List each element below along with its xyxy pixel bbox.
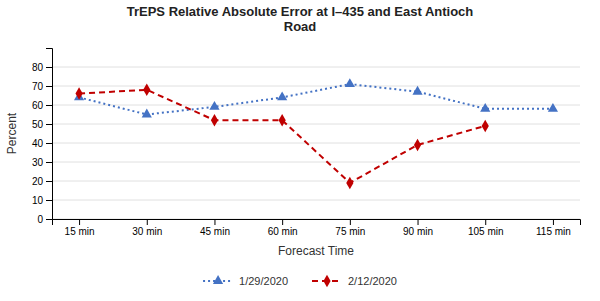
y-axis: 0 10 20 30 40 50 60 70 80: [32, 49, 53, 225]
x-tick: 30 min: [132, 219, 162, 237]
y-tick-mark: [46, 219, 52, 220]
chart: TrEPS Relative Absolute Error at I–435 a…: [0, 0, 600, 301]
x-tick-mark: [553, 219, 554, 225]
y-axis-line: [46, 49, 53, 220]
legend: 1/29/2020 2/12/2020: [203, 275, 397, 287]
x-tick-label: 30 min: [132, 226, 162, 237]
series-point: [412, 86, 422, 95]
x-tick-label: 115 min: [536, 226, 571, 237]
series-line: [79, 84, 553, 114]
x-tick: 115 min: [536, 219, 571, 237]
y-tick: 50: [32, 119, 52, 130]
y-tick-mark: [46, 105, 52, 106]
grid-line: [52, 162, 580, 163]
x-tick: 60 min: [268, 219, 298, 237]
y-tick-mark: [46, 67, 52, 68]
series-line: [79, 90, 485, 183]
grid-line: [52, 200, 580, 201]
title: TrEPS Relative Absolute Error at I–435 a…: [127, 4, 474, 34]
x-tick-label: 75 min: [335, 226, 365, 237]
series-point: [482, 120, 489, 132]
series-point: [75, 87, 82, 99]
legend-item: 2/12/2020: [312, 275, 397, 287]
x-tick-mark: [282, 219, 283, 225]
y-tick-mark: [46, 86, 52, 87]
y-tick: 0: [37, 214, 52, 225]
x-tick-label: 15 min: [65, 226, 95, 237]
y-tick-mark: [46, 162, 52, 163]
y-tick: 10: [32, 195, 52, 206]
y-tick-mark: [46, 200, 52, 201]
y-tick-label: 30: [32, 157, 44, 168]
grid-line: [52, 143, 580, 144]
y-tick-label: 0: [37, 214, 43, 225]
series-point: [414, 139, 421, 151]
x-tick-mark: [418, 219, 419, 225]
x-tick-mark: [485, 219, 486, 225]
y-tick-mark: [46, 124, 52, 125]
marks: [74, 78, 558, 189]
series-point: [211, 114, 218, 126]
series-point: [142, 109, 152, 118]
grid-line: [52, 86, 580, 87]
legend-swatch-marker: [213, 275, 223, 284]
x-tick-mark: [147, 219, 148, 225]
series-point: [277, 92, 287, 101]
y-tick-mark: [46, 143, 52, 144]
x-axis-title: Forecast Time: [278, 244, 354, 258]
x-tick-mark: [350, 219, 351, 225]
legend-label: 1/29/2020: [239, 275, 288, 287]
x-tick: 90 min: [403, 219, 433, 237]
x-tick-mark: [79, 219, 80, 225]
title-line: TrEPS Relative Absolute Error at I–435 a…: [127, 4, 474, 19]
x-tick: 105 min: [468, 219, 504, 237]
x-tick-label: 60 min: [268, 226, 298, 237]
series-point: [143, 84, 150, 96]
x-tick-label: 105 min: [468, 226, 504, 237]
x-axis: 15 min 30 min 45 min 60 min 75 min 90 min 105 …: [53, 219, 581, 237]
series-point: [345, 78, 355, 87]
legend-swatch-marker: [323, 275, 330, 287]
grid-line: [52, 124, 580, 125]
y-tick: 20: [32, 176, 52, 187]
x-tick: 45 min: [200, 219, 230, 237]
grid-line: [52, 181, 580, 182]
x-tick-label: 90 min: [403, 226, 433, 237]
y-tick-label: 10: [32, 195, 44, 206]
y-tick-mark: [46, 181, 52, 182]
series-point: [346, 177, 353, 189]
y-tick: 70: [32, 81, 52, 92]
series: [75, 84, 488, 190]
legend-item: 1/29/2020: [203, 275, 288, 287]
grid: [52, 67, 580, 219]
y-tick-label: 50: [32, 119, 44, 130]
y-tick-label: 20: [32, 176, 44, 187]
plot: 0 10 20 30 40 50 60 70 80 15 min 30 min 45 min 60 mi…: [5, 49, 581, 259]
x-tick-label: 45 min: [200, 226, 230, 237]
y-axis-title: Percent: [5, 112, 19, 154]
x-tick: 15 min: [65, 219, 95, 237]
x-axis-line: [53, 220, 581, 226]
y-tick-label: 70: [32, 81, 44, 92]
series-point: [548, 103, 558, 112]
grid-line: [52, 67, 580, 68]
grid-line: [52, 105, 580, 106]
y-tick-label: 60: [32, 100, 44, 111]
y-tick: 60: [32, 100, 52, 111]
series-point: [480, 103, 490, 112]
legend-label: 2/12/2020: [348, 275, 397, 287]
y-tick-label: 80: [32, 62, 44, 73]
series-point: [209, 101, 219, 110]
series-point: [279, 114, 286, 126]
y-tick: 40: [32, 138, 52, 149]
y-tick-label: 40: [32, 138, 44, 149]
x-tick: 75 min: [335, 219, 365, 237]
title-line: Road: [284, 19, 317, 34]
x-tick-mark: [214, 219, 215, 225]
series: [74, 78, 558, 117]
y-tick: 80: [32, 62, 52, 73]
y-tick: 30: [32, 157, 52, 168]
